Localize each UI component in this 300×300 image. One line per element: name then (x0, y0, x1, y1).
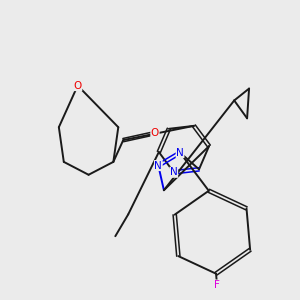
Text: N: N (154, 160, 162, 171)
Text: O: O (74, 81, 82, 91)
Text: F: F (214, 280, 220, 290)
Text: N: N (176, 148, 184, 158)
Text: O: O (151, 128, 159, 138)
Text: N: N (170, 167, 178, 177)
